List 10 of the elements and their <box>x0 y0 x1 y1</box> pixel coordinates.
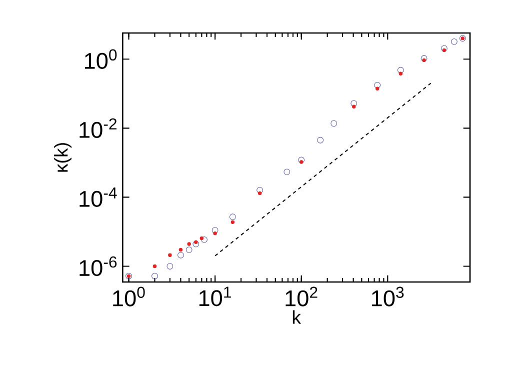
x-tick-label: 10$^{1}$ <box>199 286 231 306</box>
x-axis-title: k <box>292 310 302 324</box>
x-tick-label: 10$^{2}$ <box>286 286 318 306</box>
y-axis-title: κ(k) <box>54 143 72 172</box>
y-tick-label: 10$^{-6}$ <box>80 256 117 276</box>
x-tick-label: 10$^{0}$ <box>113 286 145 306</box>
y-tick-label: 10$^{-2}$ <box>80 118 116 138</box>
y-tick-label: 10$^{-4}$ <box>80 187 117 207</box>
x-tick-label: 10$^{3}$ <box>372 286 404 306</box>
y-tick-label: 10$^{0}$ <box>84 49 117 69</box>
